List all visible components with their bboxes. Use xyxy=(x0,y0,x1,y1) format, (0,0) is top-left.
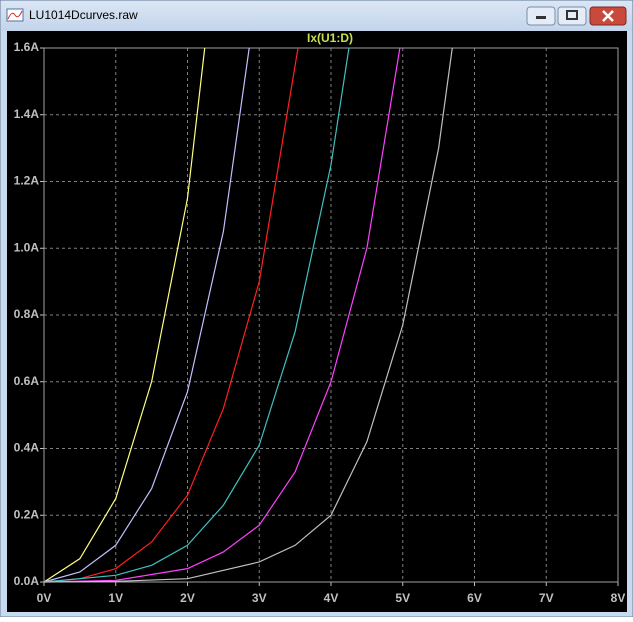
x-tick-label: 0V xyxy=(37,591,52,605)
y-tick-label: 1.4A xyxy=(14,107,40,121)
y-tick-label: 0.2A xyxy=(14,507,40,521)
curve xyxy=(43,47,206,583)
y-tick-label: 0.6A xyxy=(14,374,40,388)
y-tick-label: 1.2A xyxy=(14,174,40,188)
curve xyxy=(43,47,350,583)
x-tick-label: 2V xyxy=(180,591,195,605)
window-title: LU1014Dcurves.raw xyxy=(29,8,138,22)
y-tick-label: 0.8A xyxy=(14,307,40,321)
x-tick-label: 1V xyxy=(108,591,123,605)
y-tick-label: 0.4A xyxy=(14,441,40,455)
x-tick-label: 3V xyxy=(252,591,267,605)
x-tick-label: 4V xyxy=(324,591,339,605)
plot-border xyxy=(43,47,619,583)
curve xyxy=(43,47,299,583)
maximize-button[interactable] xyxy=(557,6,587,26)
curve xyxy=(43,47,250,583)
curve xyxy=(43,47,401,583)
chart-title: Ix(U1:D) xyxy=(307,31,353,45)
curve xyxy=(43,47,453,583)
x-tick-label: 6V xyxy=(467,591,482,605)
minimize-button[interactable] xyxy=(526,6,556,26)
y-tick-label: 0.0A xyxy=(14,574,40,588)
x-tick-label: 7V xyxy=(539,591,554,605)
y-tick-label: 1.0A xyxy=(14,240,40,254)
app-icon xyxy=(6,8,24,22)
y-tick-label: 1.6A xyxy=(14,40,40,54)
x-tick-label: 8V xyxy=(611,591,626,605)
close-button[interactable] xyxy=(589,6,627,26)
x-tick-label: 5V xyxy=(395,591,410,605)
